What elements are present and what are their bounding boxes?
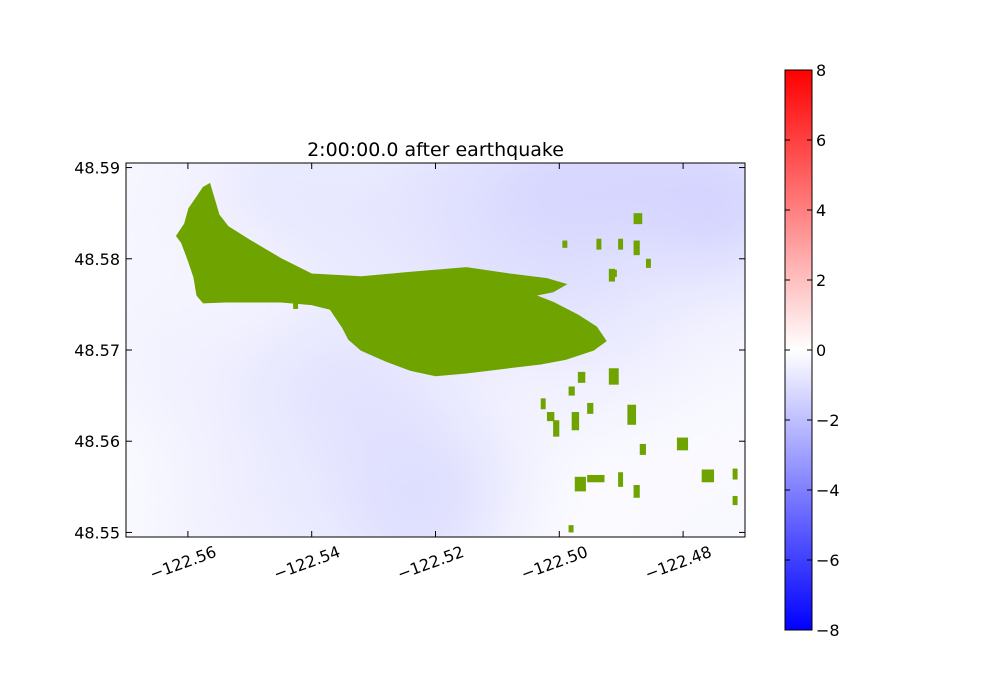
colorbar-tick-label: −6 <box>816 551 840 570</box>
land-islet <box>633 485 640 498</box>
land-islet <box>732 468 738 480</box>
land-islet <box>633 213 643 225</box>
chart-title: 2:00:00.0 after earthquake <box>307 139 564 161</box>
x-tick-label: −122.48 <box>642 542 714 584</box>
y-tick-label: 48.58 <box>74 250 120 269</box>
land-islet <box>645 258 651 268</box>
colorbar-tick-label: −2 <box>816 411 840 430</box>
land-islet <box>562 240 568 248</box>
land-islet <box>274 290 280 300</box>
land-islet <box>627 404 637 425</box>
land-islet <box>574 476 586 492</box>
land-layer <box>175 182 738 533</box>
colorbar-ticks: 8 6 4 2 0 −2 −4 −6 −8 <box>785 61 840 640</box>
field-sample <box>210 453 351 537</box>
land-islet <box>639 443 646 455</box>
land-islet <box>608 368 619 385</box>
land-islet <box>676 437 689 451</box>
y-tick-label: 48.59 <box>74 159 120 178</box>
land-islet <box>540 398 546 410</box>
land-islet <box>701 469 715 483</box>
colorbar-tick-label: 6 <box>816 131 826 150</box>
land-islet <box>553 420 560 437</box>
colorbar-tick-label: 2 <box>816 271 826 290</box>
field-sample <box>303 163 444 302</box>
land-islet <box>587 402 594 414</box>
x-tick-label: −122.52 <box>395 542 467 584</box>
x-tick-label: −122.56 <box>147 542 219 584</box>
colorbar-tick-label: 4 <box>816 201 826 220</box>
land-islet <box>546 412 555 422</box>
y-tick-label: 48.56 <box>74 432 120 451</box>
plot-area: −122.56 −122.54 −122.52 −122.50 −122.48 48.5… <box>74 159 746 584</box>
land-main-island <box>175 182 607 377</box>
colorbar-tick-label: 8 <box>816 61 826 80</box>
land-islet <box>577 371 586 383</box>
land-islet <box>633 240 640 256</box>
x-tick-label: −122.50 <box>519 542 591 584</box>
land-islet <box>611 269 617 278</box>
colorbar-tick-label: −8 <box>816 621 840 640</box>
colorbar-tick-label: 0 <box>816 341 826 360</box>
colorbar: 8 6 4 2 0 −2 −4 −6 −8 <box>784 61 840 640</box>
land-islet <box>618 238 624 250</box>
y-axis: 48.59 48.58 48.57 48.56 48.55 <box>74 159 745 542</box>
land-islet <box>618 472 624 487</box>
colorbar-tick-label: −4 <box>816 481 840 500</box>
land-islet <box>293 299 299 309</box>
land-islet <box>568 525 574 533</box>
land-islet <box>732 495 738 506</box>
y-tick-label: 48.57 <box>74 341 120 360</box>
land-islet <box>596 238 602 250</box>
land-islet <box>587 474 605 483</box>
x-tick-label: −122.54 <box>271 542 343 584</box>
y-tick-label: 48.55 <box>74 523 120 542</box>
land-islet <box>568 386 575 396</box>
land-islet <box>571 412 580 431</box>
